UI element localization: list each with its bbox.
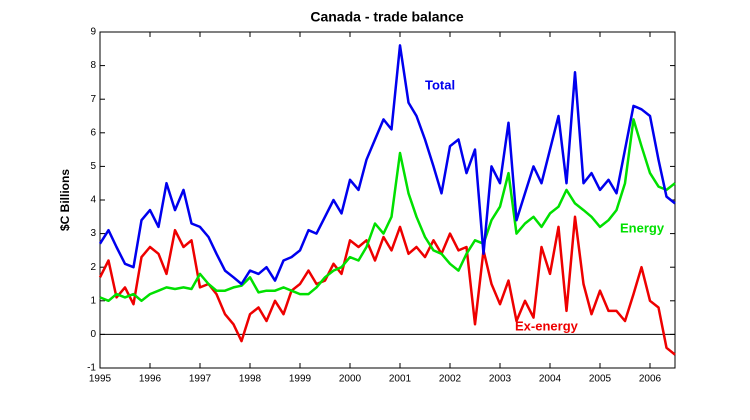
y-tick-label: -1 — [87, 363, 96, 374]
y-tick-label: 3 — [90, 228, 96, 239]
plot-area — [99, 31, 676, 369]
x-tick-label: 1997 — [189, 374, 212, 385]
x-tick-label: 1996 — [139, 374, 162, 385]
y-tick-label: 7 — [90, 94, 96, 105]
x-tick-label: 1998 — [239, 374, 262, 385]
x-tick-label: 2001 — [389, 374, 412, 385]
x-tick-label: 2002 — [439, 374, 462, 385]
x-tick-label: 2006 — [639, 374, 662, 385]
y-tick-label: 9 — [90, 27, 96, 38]
series-line — [99, 118, 676, 303]
y-tick-label: 2 — [90, 262, 96, 273]
x-tick-label: 2000 — [339, 374, 362, 385]
x-tick-label: 1999 — [289, 374, 312, 385]
y-tick-label: 5 — [90, 161, 96, 172]
series-line — [98, 44, 676, 286]
x-tick-label: 2003 — [489, 374, 512, 385]
x-tick-label: 2004 — [539, 374, 562, 385]
x-tick-label: 2005 — [589, 374, 612, 385]
y-tick-label: 4 — [90, 195, 96, 206]
series-label: Ex-energy — [515, 318, 579, 333]
series-label: Energy — [620, 220, 665, 235]
y-tick-label: 0 — [90, 329, 96, 340]
x-tick-label: 1995 — [89, 374, 112, 385]
y-tick-label: 1 — [90, 295, 96, 306]
y-tick-label: 8 — [90, 60, 96, 71]
series-label: Total — [425, 77, 455, 92]
chart-title: Canada - trade balance — [310, 9, 463, 25]
y-tick-label: 6 — [90, 127, 96, 138]
series-line — [98, 215, 676, 356]
y-axis-label: $C Billions — [58, 169, 72, 231]
